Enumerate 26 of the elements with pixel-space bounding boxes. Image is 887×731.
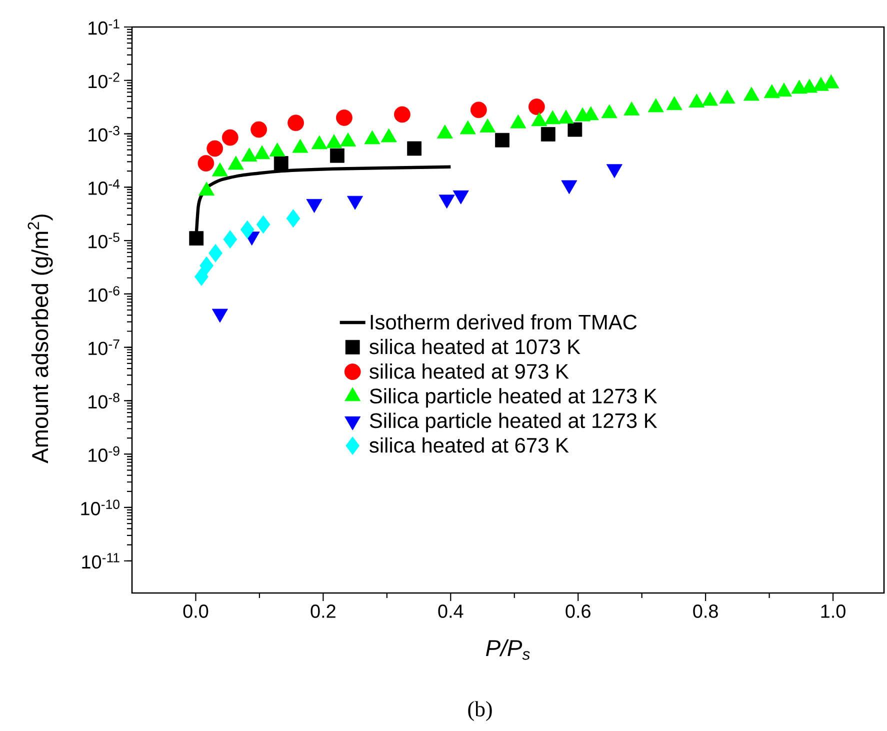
legend-label: silica heated at 673 K (370, 437, 569, 453)
legend-label: Silica particle heated at 1273 K (370, 388, 658, 408)
y-tick-label: 10$^{-5}$ (88, 232, 120, 248)
x-tick-label: 1.0 (821, 604, 846, 618)
x-tick-label: 0.8 (693, 604, 718, 618)
y-tick-label: 10$^{-8}$ (88, 392, 120, 409)
y-tick-label: 10$^{-4}$ (88, 179, 120, 195)
legend-label: silica heated at 1073 K (370, 338, 580, 354)
legend-label: silica heated at 973 K (370, 363, 569, 379)
text: (b) (468, 701, 492, 721)
legend-label: Silica particle heated at 1273 K (370, 412, 658, 432)
x-tick-label: 0.2 (310, 604, 336, 618)
y-axis-title: Amount adsorbed (g/m$^{2}$) (28, 214, 53, 464)
legend-label: Isotherm derived from TMAC (370, 314, 637, 330)
y-tick-label: 10$^{-2}$ (88, 72, 120, 88)
y-tick-label: 10$^{-7}$ (88, 340, 120, 356)
y-tick-label: 10$^{-3}$ (88, 126, 120, 142)
x-tick-label: 0.6 (566, 604, 590, 618)
y-tick-label: 10$^{-6}$ (88, 286, 120, 302)
x-axis-title: P/P$_{s}$ (486, 639, 530, 660)
y-tick-label: 10$^{-10}$ (81, 500, 120, 516)
x-tick-label: 0.0 (183, 604, 208, 618)
x-tick-label: 0.4 (438, 604, 464, 618)
y-tick-label: 10$^{-1}$ (88, 19, 120, 35)
y-tick-label: 10$^{-9}$ (88, 446, 120, 462)
y-tick-label: 10$^{-11}$ (82, 553, 120, 569)
